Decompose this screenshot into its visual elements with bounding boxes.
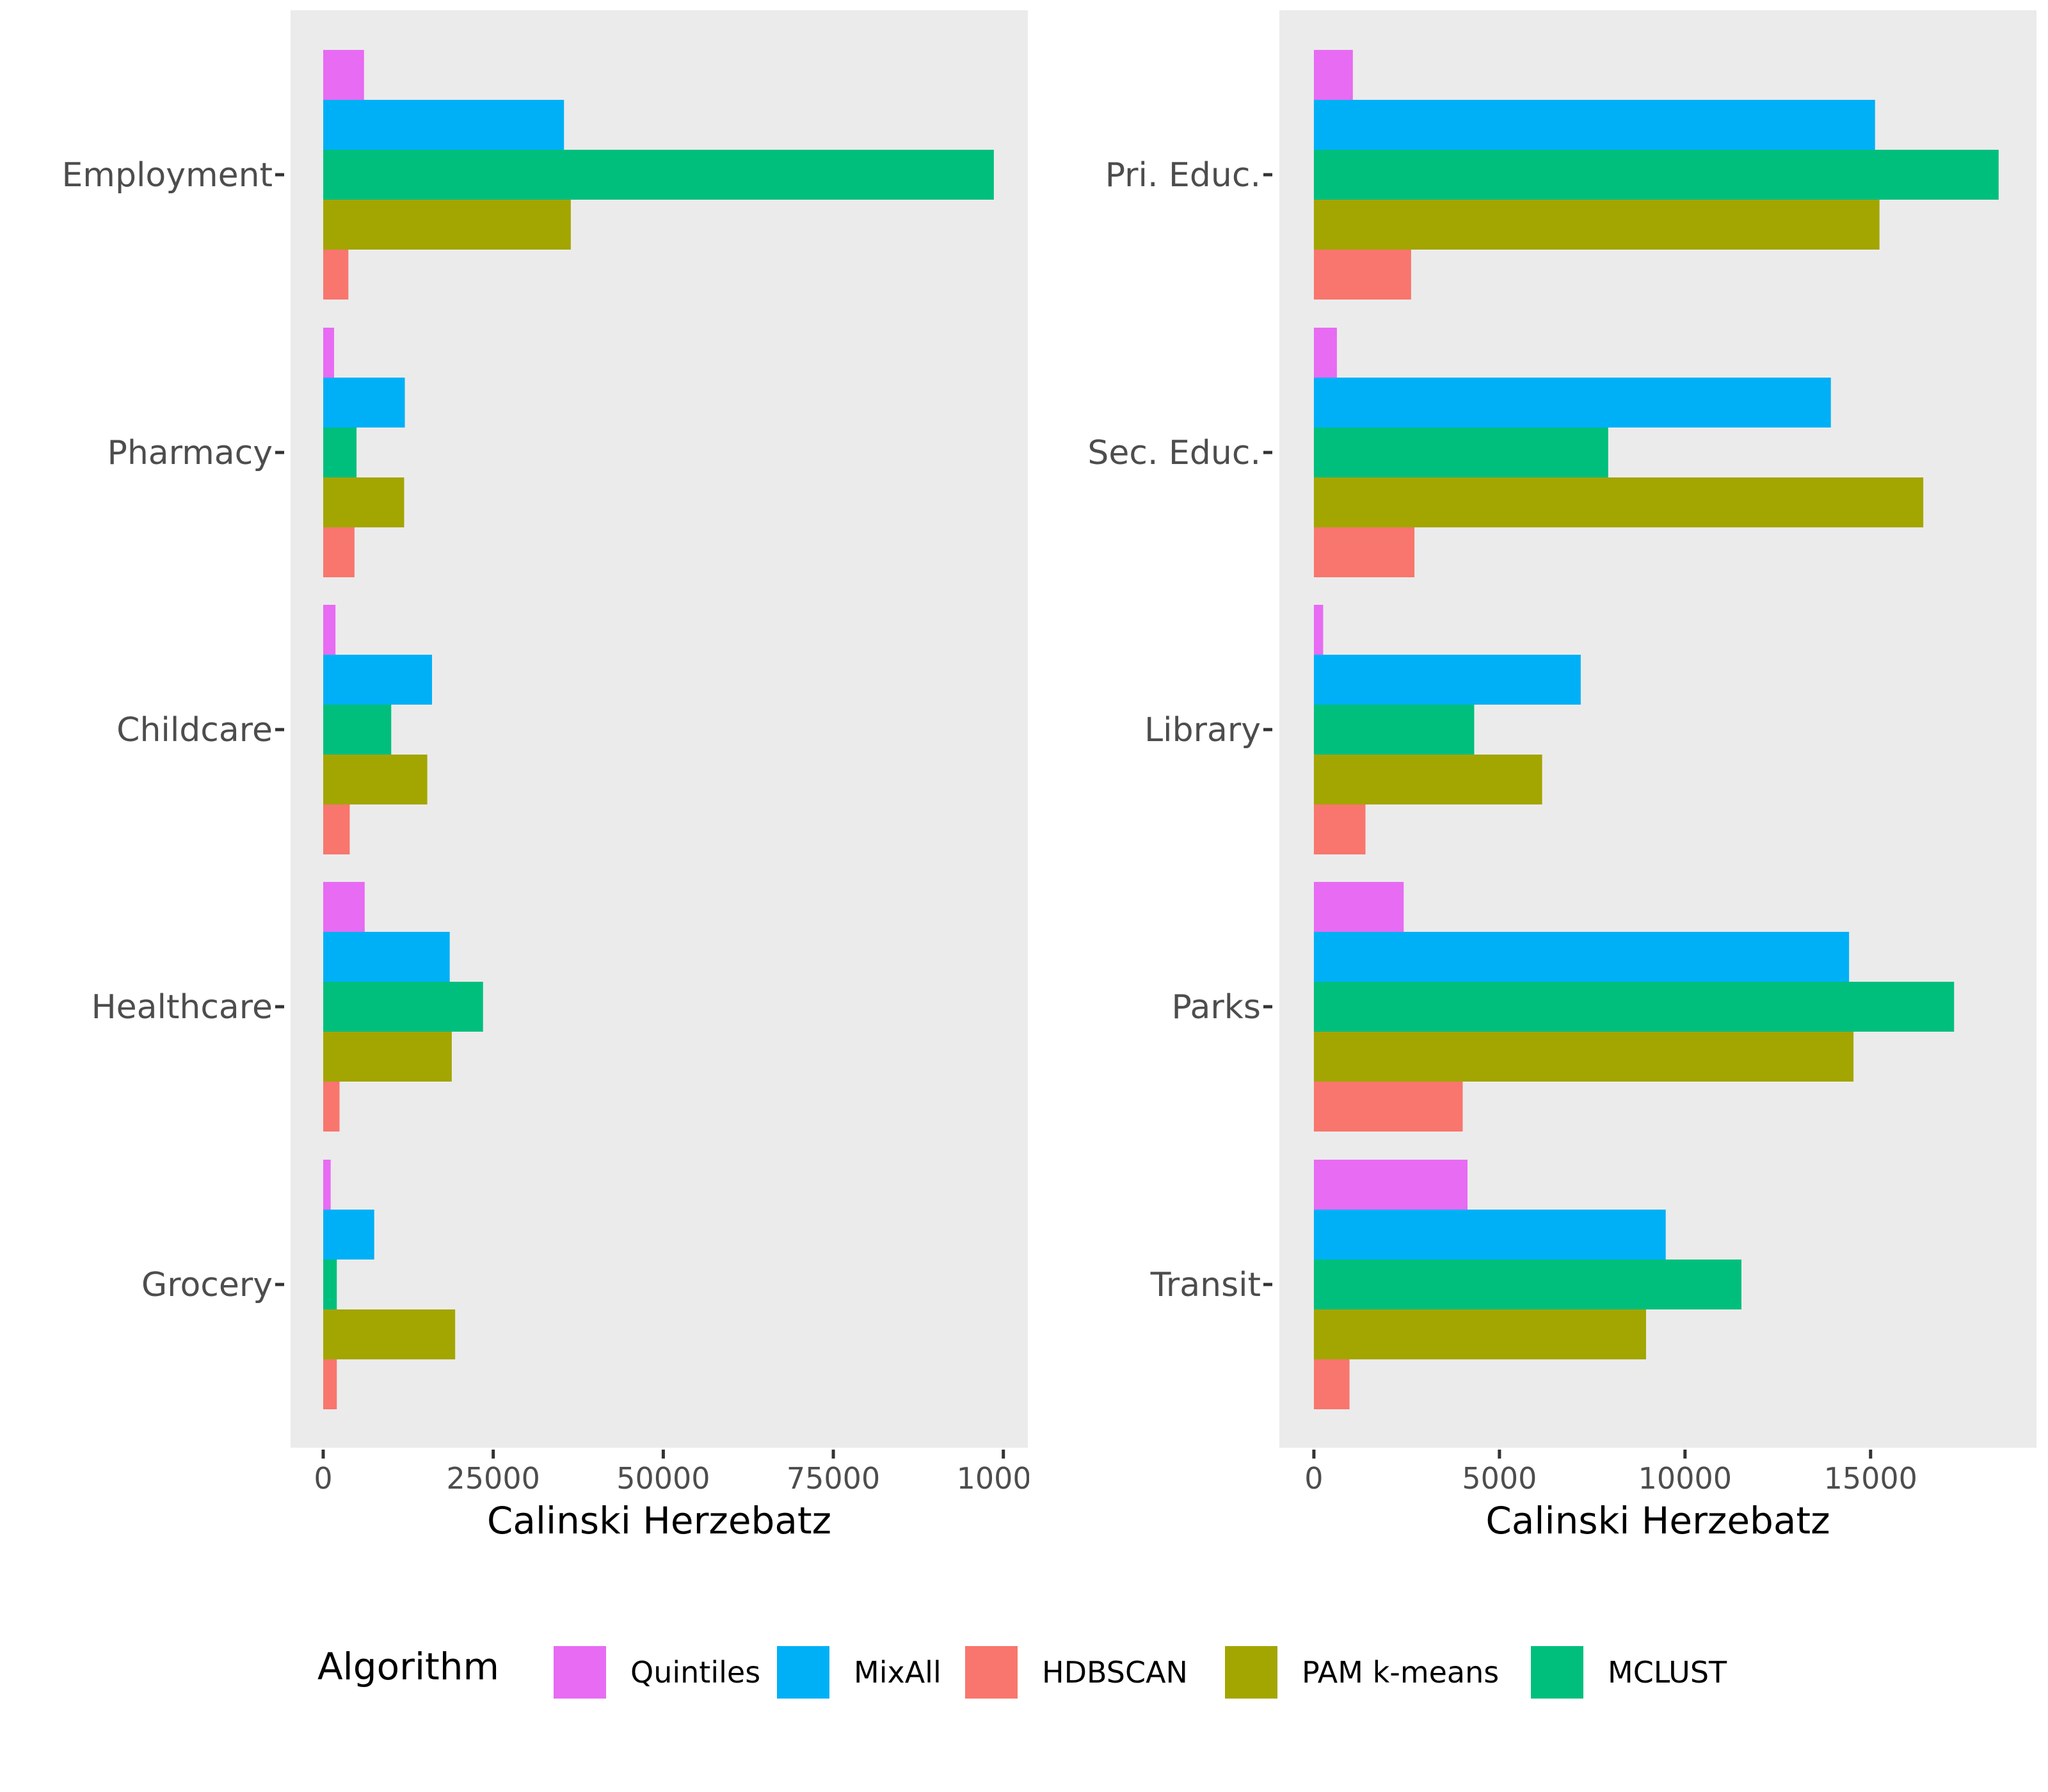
legend-key-pam-k-means [1222,1644,1280,1701]
bar-grocery-hdbscan [323,1359,337,1409]
bar-pharmacy-pam-k-means [323,477,404,527]
x-axis-title: Calinski Herzebatz [1485,1499,1830,1542]
legend-key-quintiles [551,1644,609,1701]
x-tick-label-2: 50000 [616,1461,710,1496]
x-tick-label-3: 15000 [1824,1461,1917,1496]
bar-transit-quintiles [1313,1160,1468,1210]
x-tick-label-2: 10000 [1638,1461,1732,1496]
bar-transit-mclust [1313,1260,1741,1309]
y-tick-label-childcare: Childcare [116,711,273,749]
y-tick-label-transit: Transit [1150,1266,1261,1304]
bar-transit-hdbscan [1313,1359,1350,1409]
bar-pri-educ-mixall [1313,100,1875,150]
legend-title: Algorithm [317,1645,499,1688]
x-tick-label-3: 75000 [787,1461,880,1496]
legend-key-mclust [1528,1644,1586,1701]
bar-childcare-quintiles [323,605,336,655]
bar-healthcare-pam-k-means [323,1032,452,1082]
bar-parks-quintiles [1313,882,1404,932]
bar-parks-mclust [1313,982,1955,1032]
bar-transit-mixall [1313,1210,1666,1260]
legend-label-mclust: MCLUST [1608,1655,1727,1690]
right-chart-panel: Pri. Educ. Sec. Educ. Library Parks Transit 0… [1087,10,2036,1542]
legend-key-hdbscan [963,1644,1020,1701]
y-tick-label-grocery: Grocery [141,1266,273,1304]
bar-library-quintiles [1313,605,1324,655]
bar-transit-pam-k-means [1313,1309,1646,1359]
bar-employment-pam-k-means [323,200,571,250]
bar-sec-educ-pam-k-means [1313,477,1924,527]
bar-library-hdbscan [1313,804,1366,854]
x-tick-label-1: 25000 [447,1461,540,1496]
bar-employment-hdbscan [323,250,349,300]
plot-background [291,10,1028,1448]
bar-healthcare-quintiles [323,882,365,932]
bar-pharmacy-mclust [323,428,357,477]
x-tick-label-4: 10000 [957,1461,1050,1496]
y-tick-label-pharmacy: Pharmacy [107,434,273,472]
bar-pri-educ-quintiles [1313,50,1353,100]
bar-sec-educ-mclust [1313,428,1608,477]
y-tick-label-employment: Employment [61,156,273,195]
left-chart-panel: Employment Pharmacy Childcare Healthcare Gro… [61,10,1050,1542]
x-tick-label-0: 0 [1304,1461,1323,1496]
y-tick-label-parks: Parks [1172,988,1261,1027]
x-axis-title: Calinski Herzebatz [487,1499,831,1542]
bar-pharmacy-mixall [323,378,405,428]
x-tick-label-1: 5000 [1462,1461,1537,1496]
y-tick-label-sec-educ: Sec. Educ. [1087,434,1261,472]
legend-label-hdbscan: HDBSCAN [1042,1655,1188,1690]
bar-parks-mixall [1313,932,1850,982]
bar-parks-hdbscan [1313,1082,1463,1132]
bar-employment-quintiles [323,50,364,100]
bar-employment-mclust [323,150,994,200]
bar-library-pam-k-means [1313,755,1542,804]
bar-childcare-hdbscan [323,804,350,854]
bar-grocery-pam-k-means [323,1309,456,1359]
bar-childcare-pam-k-means [323,755,428,804]
bar-pri-educ-mclust [1313,150,1999,200]
bar-parks-pam-k-means [1313,1032,1854,1082]
bar-pri-educ-hdbscan [1313,250,1411,300]
bar-sec-educ-mixall [1313,378,1831,428]
y-tick-label-pri-educ: Pri. Educ. [1105,156,1261,195]
bar-healthcare-hdbscan [323,1082,340,1132]
bar-childcare-mixall [323,655,433,705]
legend-label-mixall: MixAll [854,1655,941,1690]
bar-library-mixall [1313,655,1581,705]
legend-label-pam-k-means: PAM k-means [1302,1655,1499,1690]
x-tick-label-0: 0 [314,1461,332,1496]
bar-healthcare-mclust [323,982,483,1032]
bar-childcare-mclust [323,705,392,755]
bar-grocery-mclust [323,1260,337,1309]
y-tick-label-library: Library [1144,711,1261,749]
y-tick-label-healthcare: Healthcare [92,988,273,1027]
bar-sec-educ-hdbscan [1313,527,1415,577]
bar-sec-educ-quintiles [1313,328,1337,378]
bar-library-mclust [1313,705,1475,755]
legend-key-mixall [774,1644,832,1701]
bar-pri-educ-pam-k-means [1313,200,1880,250]
bar-pharmacy-quintiles [323,328,335,378]
bar-pharmacy-hdbscan [323,527,355,577]
legend-label-quintiles: Quintiles [630,1655,760,1690]
bar-healthcare-mixall [323,932,450,982]
bar-employment-mixall [323,100,564,150]
bar-grocery-mixall [323,1210,374,1260]
bar-grocery-quintiles [323,1160,331,1210]
legend: Algorithm Quintiles MixAll HDBSCAN PAM k-me… [317,1644,1727,1701]
